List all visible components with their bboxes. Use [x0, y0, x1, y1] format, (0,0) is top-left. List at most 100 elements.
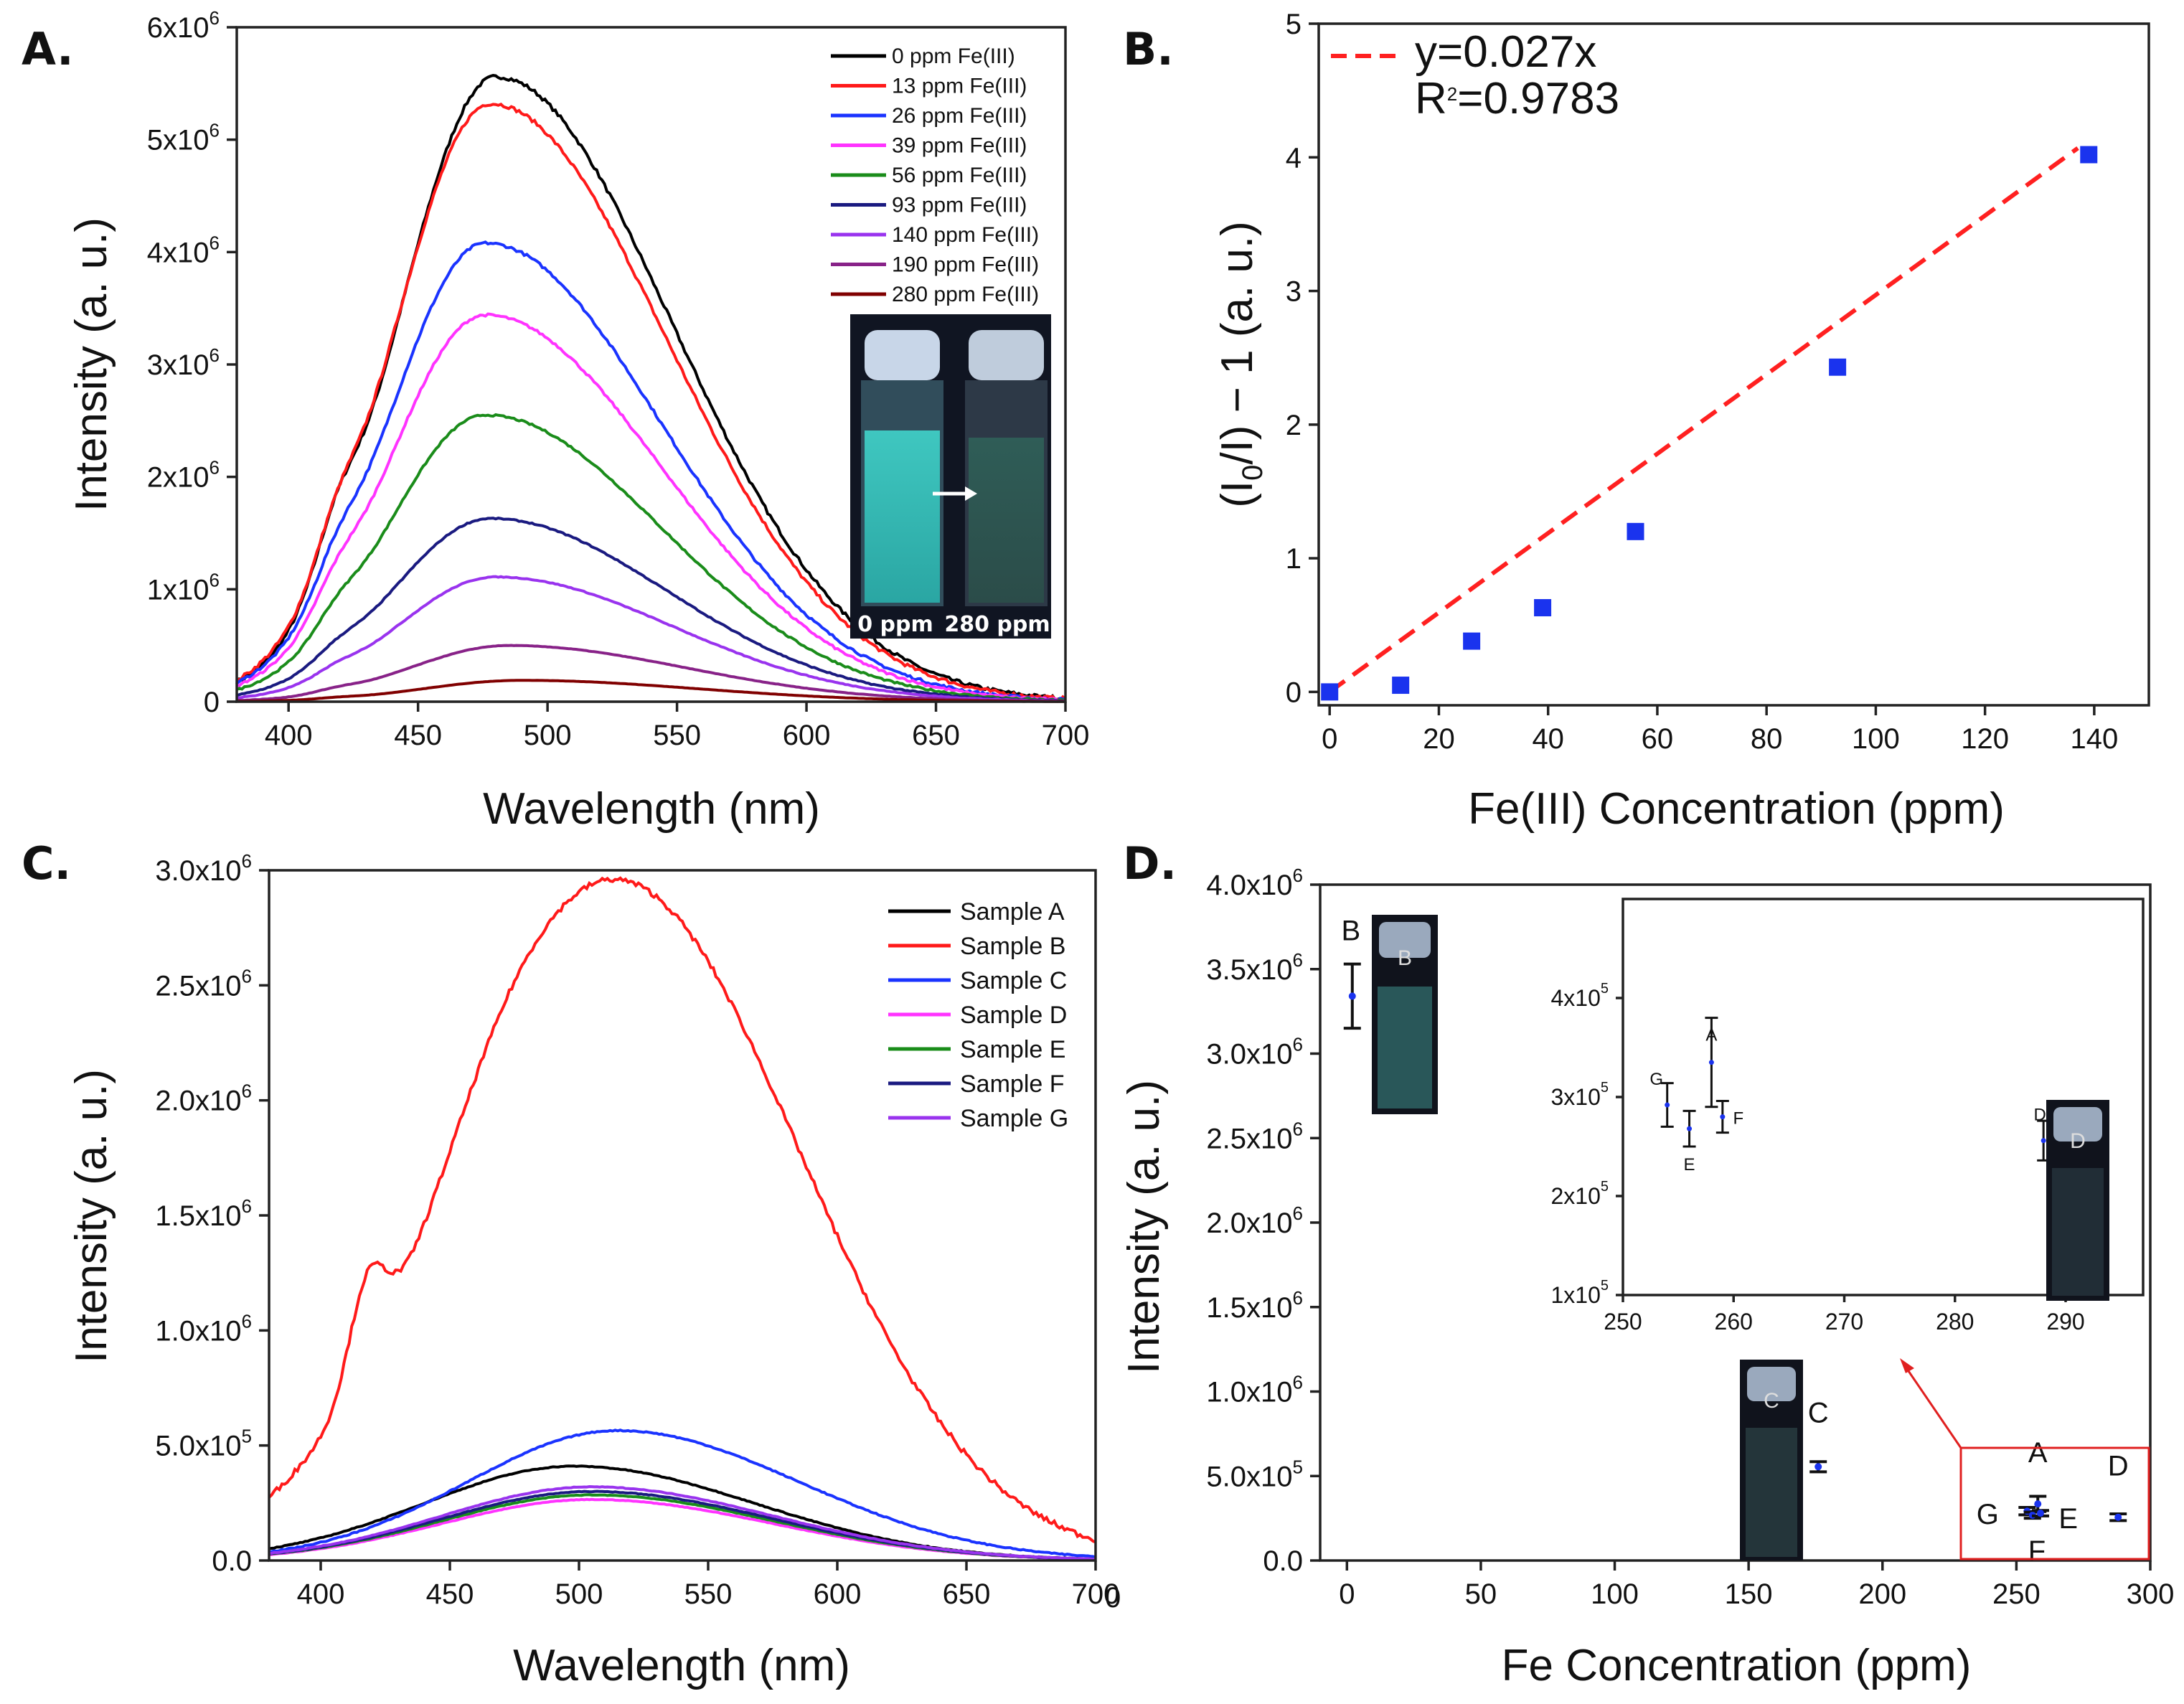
panel-c-legend-entry: Sample B [960, 933, 1065, 960]
photo-caption-0ppm: 0 ppm [857, 612, 933, 637]
panel-d-inset-point [1720, 1114, 1726, 1120]
panel-b-y-label-part1: (I [1213, 481, 1262, 508]
panel-a-y-ticks: 0 1x106 2x106 3x106 4x106 5x106 6x106 [147, 7, 237, 718]
B-y-tick-label: 2 [1286, 410, 1302, 441]
panel-d-point [1814, 1463, 1822, 1471]
panel-label-b: B. [1123, 23, 1174, 75]
panel-b-point [2080, 146, 2098, 164]
panel-b-r2-base: R [1415, 74, 1447, 123]
panel-b-point [1321, 683, 1339, 701]
panel-b-r2-label: R2=0.9783 [1415, 74, 1619, 123]
panel-d-point-label: A [2028, 1437, 2048, 1469]
panel-c-legend-entry: Sample E [960, 1036, 1065, 1063]
panel-d-inset-y-tick-label: 4x105 [1550, 981, 1609, 1011]
panel-a-legend-entry: 0 ppm Fe(III) [892, 44, 1015, 68]
panel-b-point [1392, 677, 1410, 695]
panel-b-y-label-part2: /I) − 1 (a. u.) [1213, 221, 1262, 464]
C-x-tick-label: 500 [555, 1578, 603, 1610]
A-x-tick-label: 650 [912, 720, 960, 751]
panel-d: 0 50 100 150 200 250 300 0.0 5.0x105 1.0x106 1.5x… [1119, 865, 2174, 1690]
C-x-tick-label: 650 [943, 1578, 991, 1610]
panel-d-inset-point [1665, 1102, 1670, 1108]
B-x-tick-label: 140 [2071, 723, 2119, 755]
D-y-tick-label: 5.0x105 [1206, 1456, 1303, 1492]
B-y-tick-label: 5 [1286, 9, 1302, 40]
B-x-tick-label: 60 [1642, 723, 1674, 755]
panel-label-d: D. [1123, 837, 1177, 890]
photo-caption-280ppm: 280 ppm [944, 612, 1050, 637]
panel-c-x-ticks: 400 450 500 550 600 650 700 [297, 1561, 1119, 1610]
A-y-tick-label: 0 [204, 687, 220, 718]
panel-d-inset-y-tick-label: 1x105 [1550, 1278, 1609, 1308]
panel-c-legend-entry: Sample G [960, 1105, 1068, 1132]
panel-b-legend: y=0.027x R2=0.9783 [1331, 27, 1619, 123]
panel-a-vial-photo: 0 ppm 280 ppm [850, 314, 1051, 639]
A-y-tick-label: 5x106 [147, 120, 220, 156]
panel-d-x-ticks: 0 50 100 150 200 250 300 [1339, 1561, 2174, 1610]
B-y-tick-label: 4 [1286, 142, 1302, 174]
B-y-tick-label: 0 [1286, 677, 1302, 708]
B-x-tick-label: 20 [1423, 723, 1455, 755]
panel-d-point [1348, 992, 1356, 1000]
panel-d-point [2036, 1510, 2044, 1517]
vial-label-d: D [2070, 1129, 2086, 1153]
A-y-tick-label: 3x106 [147, 344, 220, 381]
C-y-tick-label: 1.0x106 [155, 1310, 252, 1347]
panel-c-extra-tick-text: 0 [1105, 1582, 1121, 1614]
panel-c-y-label: Intensity (a. u.) [67, 1069, 116, 1363]
panel-b-r2-value: =0.9783 [1457, 74, 1619, 123]
A-y-tick-label: 6x106 [147, 7, 220, 44]
panel-d-point-label: E [2058, 1503, 2078, 1535]
panel-a: 400 450 500 550 600 650 700 0 1x106 2x106 3x106 4x… [67, 7, 1089, 834]
A-x-tick-label: 450 [394, 720, 442, 751]
panel-d-y-ticks: 0.0 5.0x105 1.0x106 1.5x106 2.0x106 2.5x106 3.… [1206, 865, 1320, 1577]
panel-c-series-line [268, 1464, 1096, 1561]
panel-d-zoom-arrowhead [1900, 1358, 1914, 1373]
D-y-tick-label: 0.0 [1263, 1545, 1303, 1577]
panel-a-y-label: Intensity (a. u.) [67, 217, 116, 512]
panel-b-point [1463, 632, 1481, 650]
svg-text:(I0/I) − 1 (a. u.): (I0/I) − 1 (a. u.) [1213, 221, 1268, 508]
D-x-tick-label: 200 [1858, 1578, 1906, 1610]
panel-d-inset-point-label: F [1733, 1109, 1743, 1129]
panel-a-legend-entry: 140 ppm Fe(III) [892, 223, 1039, 247]
panel-d-inset-point [1687, 1126, 1693, 1131]
vial-photo-b: B [1372, 915, 1438, 1114]
panel-b-points [1321, 146, 2098, 701]
B-x-tick-label: 40 [1532, 723, 1564, 755]
D-y-tick-label: 1.0x106 [1206, 1372, 1303, 1408]
panel-d-inset-point [2041, 1138, 2046, 1144]
panel-d-zoom-arrow [1906, 1368, 1962, 1449]
A-y-tick-label: 2x106 [147, 457, 220, 494]
D-x-tick-label: 100 [1591, 1578, 1639, 1610]
D-x-tick-label: 150 [1725, 1578, 1773, 1610]
D-x-tick-label: 0 [1339, 1578, 1355, 1610]
panel-a-series-line [236, 575, 1066, 703]
panel-d-y-label: Intensity (a. u.) [1119, 1080, 1169, 1374]
panel-d-inset-x-tick-label: 250 [1604, 1309, 1642, 1335]
A-y-tick-label: 1x106 [147, 569, 220, 606]
D-y-tick-label: 3.5x106 [1206, 949, 1303, 986]
panel-c: 400 450 500 550 600 650 700 0.0 5.0x105 1.0x106 1… [67, 850, 1121, 1690]
vial-photo-c: C [1740, 1360, 1803, 1561]
panel-a-series-line [236, 312, 1066, 702]
panel-b-y-label: (I0/I) − 1 (a. u.) [1213, 221, 1268, 508]
B-x-tick-label: 80 [1751, 723, 1783, 755]
panel-a-curves [235, 74, 1067, 703]
panel-d-inset-point-label: A [1705, 1026, 1717, 1045]
panel-b-fit-line [1328, 146, 2079, 694]
panel-a-legend-entry: 190 ppm Fe(III) [892, 253, 1039, 277]
panel-a-legend-entry: 93 ppm Fe(III) [892, 194, 1027, 217]
panel-c-x-label: Wavelength (nm) [513, 1641, 850, 1690]
panel-b-fit-dashed-line [1328, 146, 2079, 694]
B-y-tick-label: 3 [1286, 276, 1302, 308]
panel-c-curves [268, 876, 1096, 1561]
panel-d-inset-point-label: E [1684, 1155, 1695, 1175]
panel-d-inset-x-tick-label: 270 [1825, 1309, 1863, 1335]
vial-label-b: B [1398, 946, 1412, 970]
D-x-tick-label: 300 [2127, 1578, 2175, 1610]
panel-a-x-ticks: 400 450 500 550 600 650 700 [265, 702, 1089, 751]
